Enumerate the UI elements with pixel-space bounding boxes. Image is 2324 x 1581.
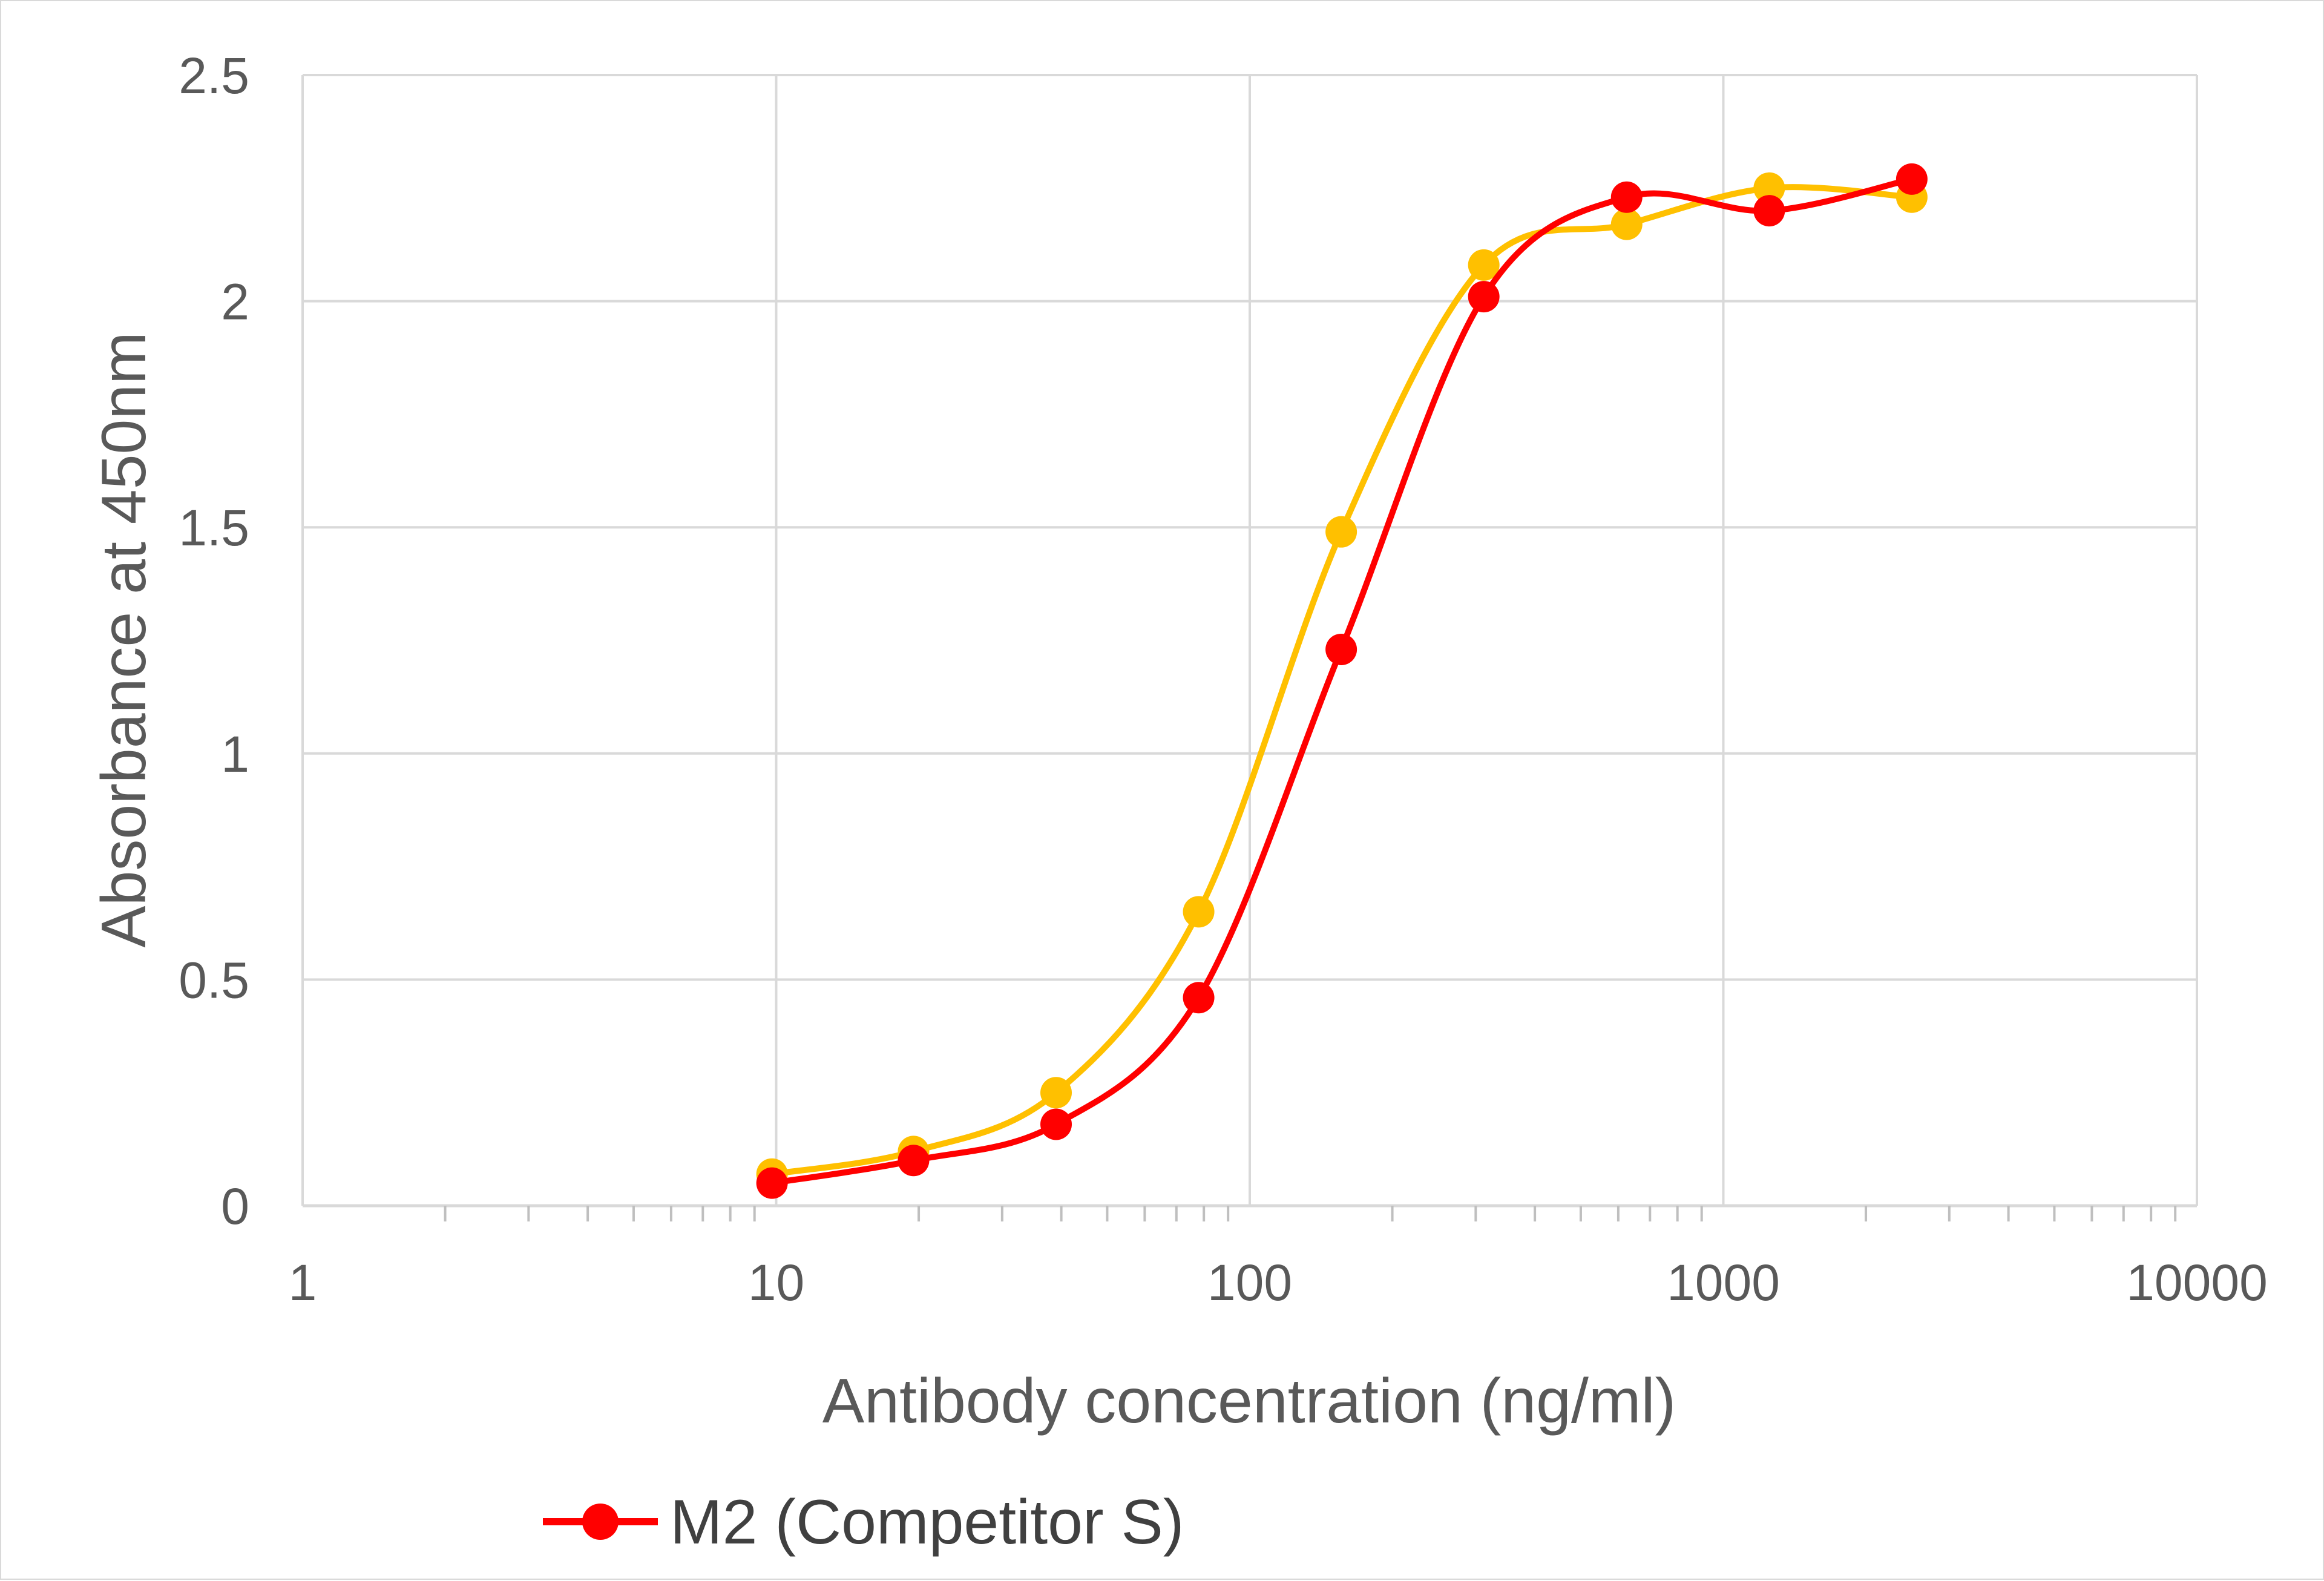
series-point-0 [898,1145,930,1177]
y-tick-label: 0 [221,1178,249,1235]
x-tick-label: 10000 [2126,1254,2268,1311]
x-tick-label: 10 [748,1254,804,1311]
series-point-1 [1610,208,1643,240]
series-point-0 [1468,281,1500,313]
series-point-1 [1468,249,1500,281]
y-tick-label: 1 [221,726,249,783]
series-line-1 [771,184,1912,1177]
series-layer [756,163,1928,1199]
y-axis-title: Absorbance at 450nm [89,332,159,948]
legend: M2 (Competitor S) [543,1487,1184,1557]
legend-label: M2 (Competitor S) [670,1487,1184,1557]
y-tick-label: 1.5 [179,499,249,556]
series-point-1 [1183,896,1215,928]
y-tick-label: 0.5 [179,952,249,1008]
series-point-0 [1183,982,1215,1014]
grid [301,74,2198,1206]
axes [303,1204,2197,1221]
labels: 0 0.5 1 1.5 2 2.5 1 10 100 1000 10000 [179,47,2268,1311]
series-point-0 [1896,163,1928,195]
series-line-0 [771,176,1912,1186]
y-tick-label: 2.5 [179,47,249,104]
series-point-1 [1040,1077,1072,1109]
x-tick-label: 100 [1207,1254,1292,1311]
series-point-0 [1753,195,1785,227]
series-point-0 [756,1167,788,1199]
y-tick-label: 2 [221,274,249,330]
series-point-1 [1753,172,1785,204]
series-point-0 [1325,633,1357,665]
x-axis-title: Antibody concentration (ng/ml) [822,1366,1676,1436]
legend-swatch-marker [582,1504,619,1540]
series-point-0 [1610,181,1643,213]
x-tick-label: 1000 [1667,1254,1780,1311]
series-point-0 [1040,1108,1072,1140]
x-tick-label: 1 [289,1254,317,1311]
series-point-1 [1325,516,1357,548]
